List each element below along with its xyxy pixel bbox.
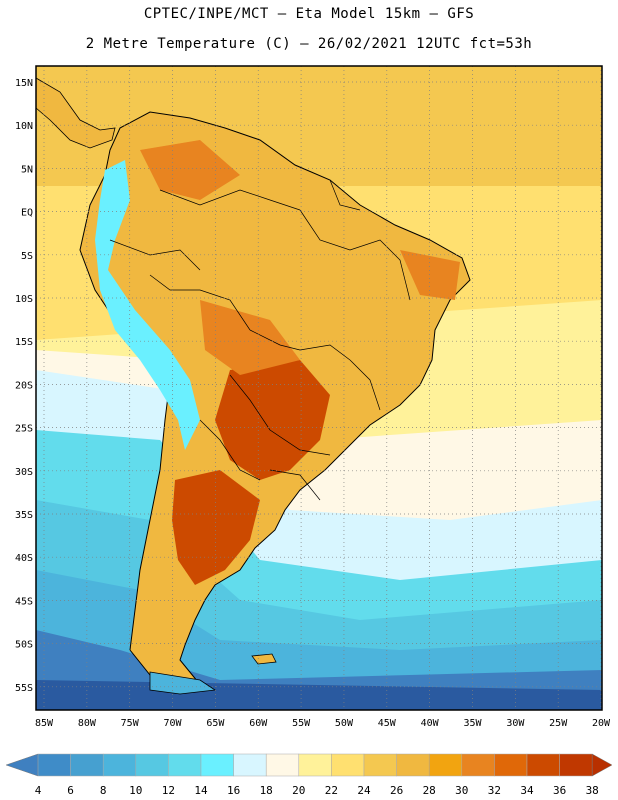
colorbar-label: 8 [100,784,107,797]
colorbar-swatch [70,753,104,777]
colorbar-label: 30 [455,784,468,797]
colorbar-label: 18 [260,784,273,797]
longitude-label: 45W [378,718,397,729]
colorbar-label: 36 [553,784,566,797]
latitude-label: 40S [15,553,33,564]
warm-zone-bolivia [200,300,300,375]
colorbar-label: 26 [390,784,403,797]
colorbar-swatch [135,753,169,777]
latitude-label: 35S [15,510,33,521]
latitude-label: 30S [15,467,33,478]
colorbar-swatch [526,753,560,777]
longitude-labels: 85W 80W 75W 70W 65W 60W 55W 50W 45W 40W 35W 30W 25W 2… [35,718,611,729]
colorbar-label: 32 [488,784,501,797]
latitude-label: EQ [21,208,33,219]
longitude-label: 80W [78,718,97,729]
map-frame [35,65,603,711]
longitude-label: 55W [292,718,311,729]
colorbar-low-arrow [5,753,39,777]
tierra-del-fuego [149,671,217,695]
longitude-label: 75W [121,718,140,729]
colorbar-swatch [265,753,300,777]
colorbar-labels: 4 6 8 10 12 14 16 18 20 22 24 26 28 30 32 34 36 38 [35,784,599,797]
colorbar-high-arrow [591,753,613,777]
colorbar-swatch [233,753,267,777]
colorbar-label: 20 [292,784,305,797]
colorbar-swatch [494,753,528,777]
colorbar-swatch [461,753,495,777]
colorbar-label: 4 [35,784,42,797]
colorbar-swatch [559,753,593,777]
latitude-label: 5S [21,251,33,262]
latitude-label: 5N [21,164,33,175]
latitude-label: 45S [15,596,33,607]
map-title-line-1: CPTEC/INPE/MCT – Eta Model 15km – GFS [143,6,475,22]
colorbar-swatch [102,753,137,777]
colorbar-label: 38 [586,784,599,797]
longitude-label: 70W [164,718,183,729]
colorbar-label: 10 [129,784,142,797]
longitude-label: 25W [549,718,568,729]
central-america-landmass [36,77,116,149]
colorbar-swatch [363,753,397,777]
colorbar-swatch [298,753,332,777]
latitude-labels: 15N 10N 5N EQ 5S 10S 15S 20S 25S 30S 35S 40S 45S 50S 5… [15,78,33,694]
country-borders [109,179,411,501]
latitude-label: 50S [15,640,33,651]
longitude-label: 20W [592,718,611,729]
longitude-label: 30W [506,718,525,729]
longitude-label: 65W [206,718,225,729]
colorbar-label: 12 [162,784,175,797]
temperature-map: 85W 80W 75W 70W 65W 60W 55W 50W 45W 40W 35W 30W 25W 2… [15,65,611,729]
latitude-label: 25S [15,424,33,435]
latitude-label: 15S [15,337,33,348]
colorbar-label: 34 [520,784,534,797]
latitude-label: 20S [15,380,33,391]
andes-cold-strip [95,160,200,450]
falkland-islands [251,653,277,665]
colorbar-swatch [37,753,71,777]
longitude-label: 60W [249,718,268,729]
colorbar-swatches [5,753,613,777]
colorbar-label: 24 [357,784,371,797]
hot-zone-argentina [172,470,260,585]
colorbar-swatch [200,753,234,777]
colorbar-label: 6 [67,784,74,797]
colorbar-swatch [396,753,430,777]
colorbar-label: 28 [423,784,436,797]
longitude-label: 50W [335,718,354,729]
latitude-label: 10N [15,121,33,132]
colorbar-swatch [428,753,463,777]
longitude-label: 85W [35,718,54,729]
colorbar-label: 14 [194,784,208,797]
latitude-label: 55S [15,683,33,694]
colorbar-label: 22 [325,784,338,797]
warm-zone-colombia [140,140,240,200]
colorbar-swatch [331,753,365,777]
longitude-label: 40W [421,718,440,729]
temperature-colorbar: 4 6 8 10 12 14 16 18 20 22 24 26 28 30 32 34 36 38 [5,753,613,797]
colorbar-swatch [168,753,202,777]
map-title-line-2: 2 Metre Temperature (C) – 26/02/2021 12U… [85,36,533,52]
map-field [36,66,602,710]
graticule [36,66,602,710]
latitude-label: 15N [15,78,33,89]
latitude-label: 10S [15,294,33,305]
colorbar-label: 16 [227,784,240,797]
longitude-label: 35W [463,718,482,729]
